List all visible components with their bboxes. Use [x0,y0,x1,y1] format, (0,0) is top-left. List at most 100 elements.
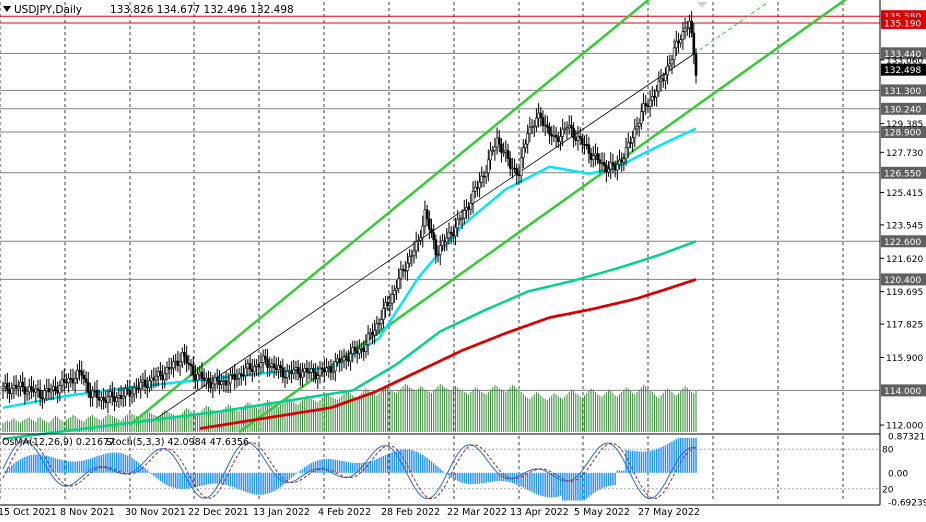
candle-body [360,347,363,350]
candle-body [585,144,589,146]
candle-body [323,368,326,372]
candle-body [97,397,101,401]
candle-body [563,128,567,131]
candle-body [231,373,234,376]
candle-body [159,371,162,376]
symbol-menu-icon[interactable] [3,6,11,12]
candle-body [314,371,317,380]
candle-body [161,375,164,380]
candle-body [559,136,562,142]
candle-body [209,382,212,389]
candle-body [113,396,116,402]
candle-body [36,388,40,391]
candle-body [382,308,385,320]
candle-body [10,388,14,395]
candle-body [248,363,252,370]
candle-body [128,389,132,397]
time-label: 22 Dec 2021 [188,507,249,518]
level-label-box [881,16,926,29]
candle-body [417,240,420,242]
candle-body [556,136,560,142]
candle-body [390,294,394,304]
candle-body [609,162,613,170]
candle-body [539,112,543,118]
candle-body [679,39,683,44]
candle-body [130,393,134,397]
candle-body [484,172,488,178]
candle-body [637,123,641,127]
candle-body [497,137,501,145]
candle-body [78,369,81,372]
candle-body [82,374,86,380]
candle-body [626,142,630,148]
candle-body [91,390,94,398]
candle-body [104,399,108,403]
candle-body [180,352,184,363]
candle-body [537,112,540,119]
candle-body [163,373,167,380]
candle-body [264,355,267,360]
candle-body [237,373,241,379]
candle-body [672,47,676,61]
candle-body [318,367,322,377]
candle-body [132,387,136,395]
candle-body [633,128,637,139]
candle-body [664,74,667,82]
candle-body [62,378,66,383]
candle-body [688,20,691,29]
candle-body [174,360,178,363]
candle-body [316,375,320,380]
candle-body [452,233,455,237]
candle-body [3,382,7,387]
candle-body [307,371,311,374]
candle-body [425,209,429,220]
candle-body [327,366,331,369]
candle-body [187,362,191,365]
candle-body [202,377,206,381]
candle-body [156,371,160,377]
candle-body [255,364,258,367]
candle-body [41,397,44,400]
candle-body [644,103,648,106]
candle-body [393,289,396,295]
level-label-box [881,126,926,139]
candle-body [578,135,582,139]
stoch-signal-line [2,440,697,500]
candle-body [379,319,383,324]
candle-body [200,371,204,379]
candle-body [170,367,173,370]
candle-body [561,128,564,137]
ema_mid-line [2,240,697,441]
candle-body [465,206,468,211]
time-label: 22 Mar 2022 [447,507,507,518]
candle-body [388,302,392,306]
candle-body [371,332,374,336]
level-label-box [881,63,926,76]
candle-body [423,209,427,227]
candle-body [624,147,628,160]
candle-body [581,137,584,145]
candle-body [511,167,514,170]
candle-body [305,368,309,373]
shift-marker-icon[interactable] [697,2,707,8]
candle-body [279,365,282,369]
candle-body [58,385,62,394]
candle-body [54,386,57,392]
candle-body [458,218,462,221]
candle-body [67,378,70,384]
candle-body [605,165,608,173]
candle-body [49,389,53,393]
candle-body [137,388,140,390]
candle-body [191,365,195,376]
candle-body [368,332,372,335]
candle-body [296,366,300,374]
candle-body [428,218,431,230]
candle-body [189,363,193,367]
candle-body [239,373,243,376]
price-tick-label: 115.900 [886,354,923,364]
candle-body [519,157,523,176]
candle-body [504,149,508,153]
candle-body [607,168,610,173]
price-tick-label: 125.415 [886,189,923,199]
candle-body [270,363,274,367]
